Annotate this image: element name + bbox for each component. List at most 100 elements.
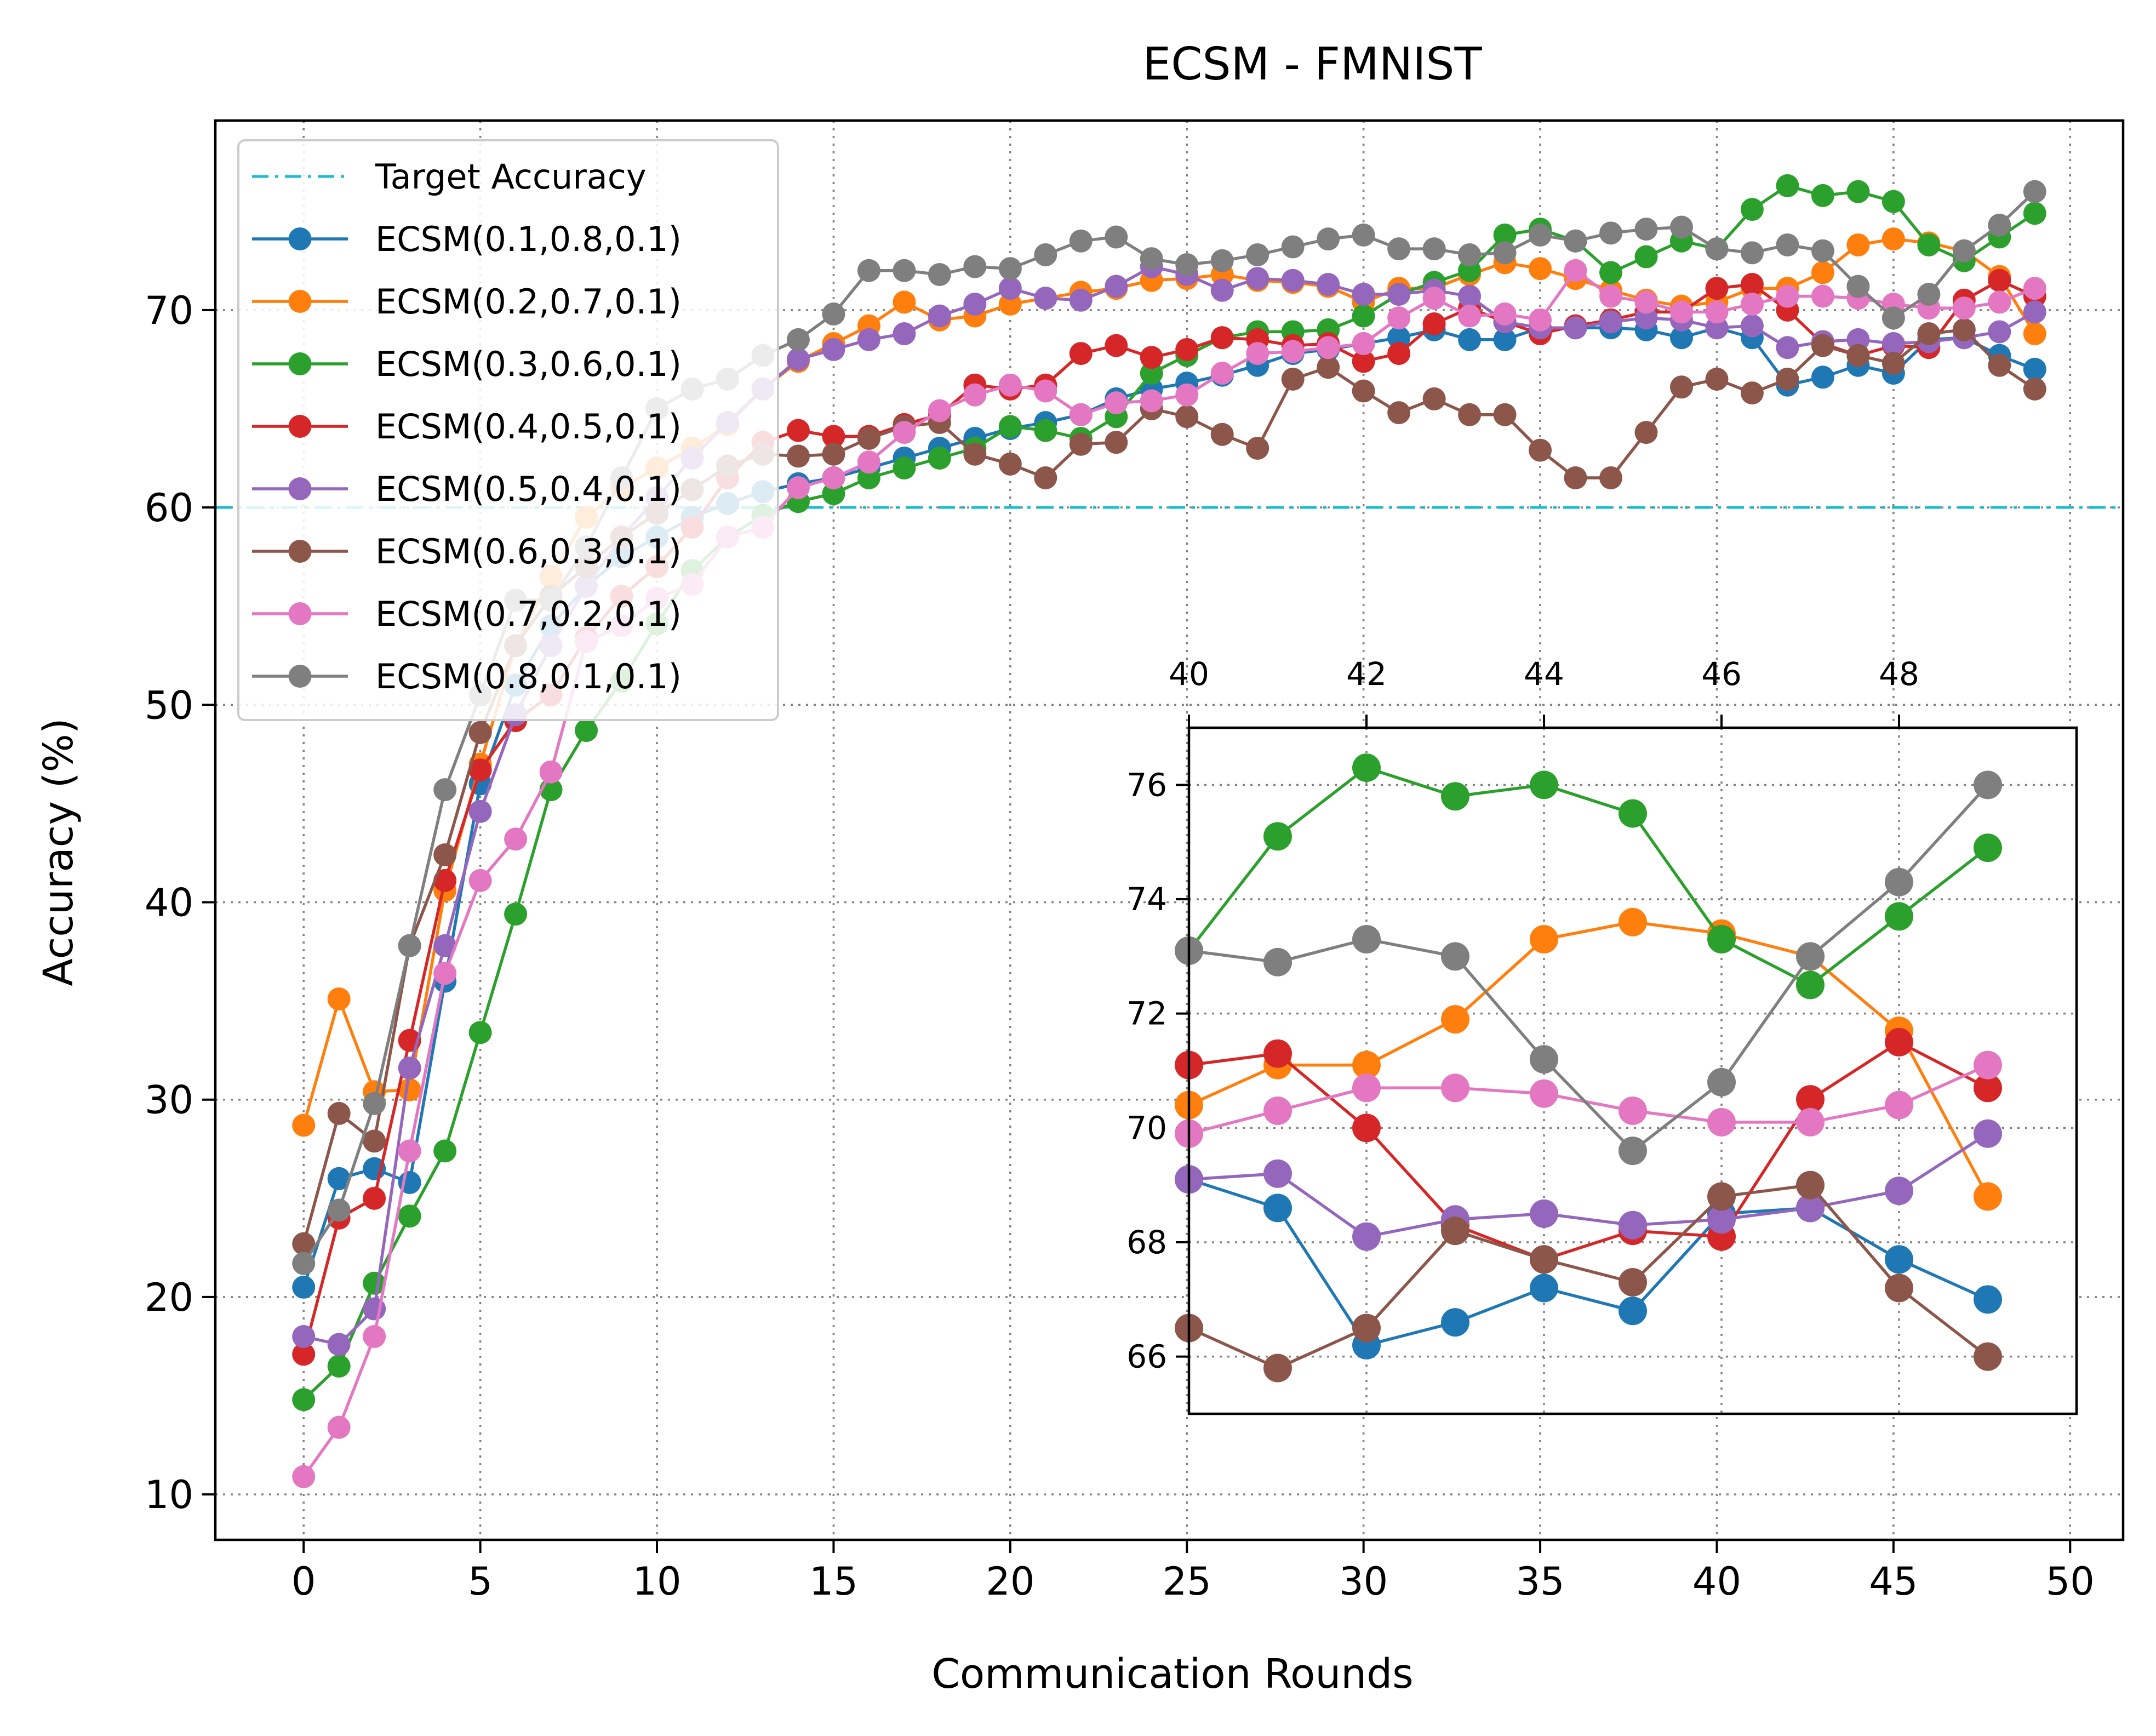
data-point [1210,362,1234,385]
legend-label: ECSM(0.2,0.7,0.1) [375,282,682,322]
data-point [1458,328,1482,351]
data-point [1776,284,1799,308]
inset-series-line-ecsm-0-1-0-8-0-1 [1188,1178,1989,1347]
data-point [1210,326,1234,350]
x-tick-label: 15 [809,1559,858,1604]
data-point [1352,223,1375,247]
data-point [1352,350,1375,373]
inset-data-point [1619,1268,1647,1297]
inset-frame [1187,726,2078,1415]
data-point [822,442,845,466]
data-point [1529,223,1552,247]
data-point [1069,403,1093,426]
data-point [1882,227,1905,251]
data-point [822,425,845,448]
inset-data-point [1530,770,1558,800]
data-point [398,1057,421,1080]
data-point [398,1078,421,1101]
data-point [857,259,880,282]
y-tick-label: 40 [145,880,193,925]
data-point [363,1186,386,1210]
y-tick-label: 70 [145,288,193,333]
inset-data-point [1619,1210,1647,1240]
data-point [1387,401,1411,425]
data-point [928,446,951,470]
inset-series-line-ecsm-0-2-0-7-0-1 [1188,920,1989,1197]
inset-data-point [1352,1073,1381,1103]
inset-data-point [1441,1217,1469,1246]
data-point [1634,290,1658,314]
inset-series-line-ecsm-0-6-0-3-0-1 [1188,1183,1989,1370]
legend-swatch-marker [288,540,312,563]
data-point [1387,342,1411,366]
data-point [1175,338,1199,361]
inset-data-point [1974,1182,2002,1211]
data-point [786,444,810,468]
data-point [1811,184,1834,207]
data-point [1422,287,1446,310]
inset-data-point [1885,902,1913,931]
data-point [2023,180,2046,203]
data-point [1034,243,1057,266]
inset-data-point [1885,1090,1913,1120]
data-point [363,1129,386,1153]
data-point [2023,300,2046,324]
legend-swatch-marker [288,415,312,438]
data-point [1705,277,1729,300]
data-point [1105,334,1128,357]
inset-data-point [1796,1085,1825,1114]
data-point [928,304,951,328]
legend-target-label: Target Accuracy [375,157,647,197]
inset-data-point [1352,1314,1381,1343]
data-point [292,1343,316,1366]
data-point [1776,174,1799,197]
data-point [857,426,880,450]
inset-data-point [1885,867,1913,896]
data-point [1776,367,1799,391]
data-point [786,476,810,500]
inset-series-line-ecsm-0-4-0-5-0-1 [1188,1041,1989,1261]
data-point [1988,290,2011,314]
data-point [539,760,563,784]
data-point [1352,304,1375,328]
data-point [1387,326,1411,350]
data-point [1529,257,1552,281]
data-point [468,721,492,744]
inset-data-point [1707,1067,1736,1097]
inset-y-tick-label: 72 [1126,995,1167,1032]
data-point [1882,306,1905,330]
data-point [893,259,916,282]
data-point [1281,367,1305,391]
data-point [1246,267,1269,290]
inset-data-point [1796,1194,1825,1223]
data-point [1740,272,1764,296]
data-point [468,800,492,823]
inset-data-point [1796,970,1825,1000]
data-point [1811,334,1834,357]
inset-data-point [1530,1199,1558,1228]
data-point [1422,387,1446,410]
data-point [998,415,1022,438]
data-point [1634,218,1658,241]
data-point [292,1275,316,1299]
data-point [1669,326,1693,350]
inset-data-point [1619,907,1647,936]
data-point [822,466,845,490]
data-point [2023,277,2046,300]
data-point [1105,431,1128,454]
data-point [963,442,987,466]
data-point [857,328,880,351]
y-tick-label: 60 [145,486,193,530]
inset-data-point [1707,1107,1736,1137]
inset-data-point [1352,925,1381,954]
inset-data-point [1707,1182,1736,1211]
data-point [1599,221,1623,245]
data-point [1634,306,1658,330]
data-point [786,347,810,371]
y-tick-label: 30 [145,1078,193,1123]
inset-data-point [1530,925,1558,954]
y-axis-label: Accuracy (%) [35,718,82,986]
data-point [1669,375,1693,399]
y-tick-label: 20 [145,1275,193,1320]
inset-data-point [1441,942,1469,971]
